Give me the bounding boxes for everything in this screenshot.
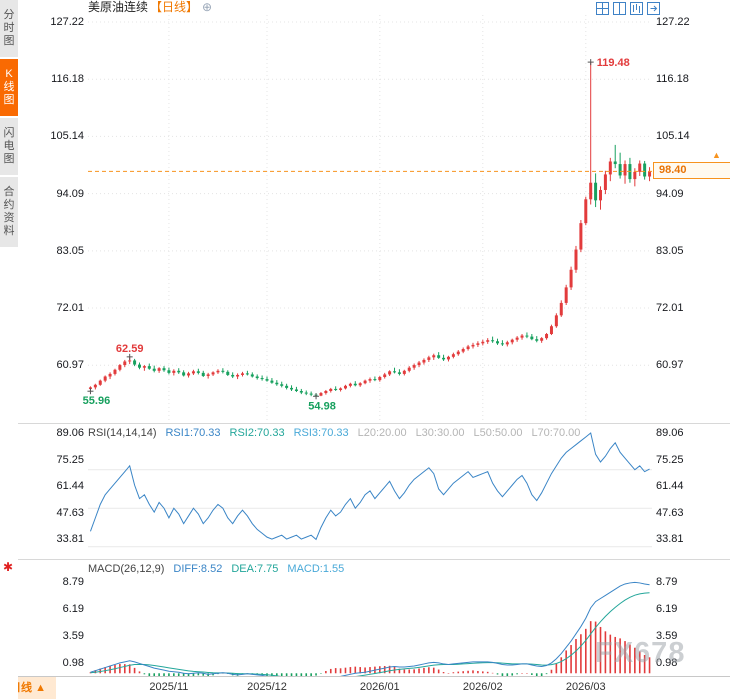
last-price-tag: 98.40 [653, 162, 730, 180]
sidebar-tab-timeshare[interactable]: 分时图 [0, 0, 18, 57]
axis-label: 3.59 [656, 630, 678, 642]
time-axis: 日线 ▲ 2025/11 2025/12 2026/01 2026/02 2026/03 [0, 676, 730, 699]
time-axis-label: 2025/11 [149, 681, 189, 693]
axis-label: 89.06 [56, 427, 84, 439]
period-selector-arrow-icon: ▲ [35, 682, 46, 694]
period-label: 【日线】 [150, 0, 199, 14]
diff-line [90, 581, 650, 676]
sidebar: 分时图 K线图 闪电图 合约资料 ✱ [0, 0, 18, 699]
axis-label: 83.05 [56, 244, 84, 257]
axis-label: 3.59 [62, 630, 84, 642]
axis-label: 8.79 [656, 576, 678, 588]
axis-label: 89.06 [656, 427, 684, 439]
axis-label: 61.44 [56, 480, 84, 493]
dea-line [90, 592, 650, 676]
axis-label: 0.98 [62, 657, 84, 670]
rsi1-value: RSI1:70.33 [165, 427, 221, 439]
rsi-header[interactable]: RSI(14,14,14) RSI1:70.33 RSI2:70.33 RSI3… [88, 426, 580, 440]
macd-diff-value: DIFF:8.52 [173, 563, 223, 575]
rsi3-value: RSI3:70.33 [293, 427, 349, 439]
axis-label: 60.97 [656, 359, 684, 372]
layout-kline-icon[interactable] [630, 2, 643, 15]
layout-grid-icon[interactable] [596, 2, 609, 15]
sidebar-tab-kline[interactable]: K线图 [0, 59, 18, 116]
axis-label: 83.05 [656, 244, 684, 257]
time-axis-label: 2026/03 [565, 681, 606, 693]
annotations-layer: 119.48 62.59 55.96 54.98 [83, 57, 630, 412]
symbol-title: 美原油连续 [88, 0, 149, 14]
time-axis-label: 2025/12 [247, 681, 287, 693]
time-axis-label: 2026/02 [462, 681, 503, 693]
axis-label: 105.14 [50, 130, 84, 143]
layout-vsplit-icon[interactable] [613, 2, 626, 15]
sidebar-tab-lightning[interactable]: 闪电图 [0, 118, 18, 175]
axis-label: 33.81 [56, 533, 84, 546]
macd-dea-value: DEA:7.75 [231, 563, 279, 575]
rsi-params: RSI(14,14,14) [88, 427, 157, 439]
macd-header[interactable]: MACD(26,12,9) DIFF:8.52 DEA:7.75 MACD:1.… [88, 562, 344, 576]
layout-expand-icon[interactable] [647, 2, 660, 15]
axis-label: 6.19 [62, 603, 84, 615]
axis-label: 72.01 [56, 302, 84, 315]
axis-label: 127.22 [50, 16, 84, 28]
marker-tool-icon[interactable]: ✱ [3, 560, 14, 574]
svg-text:54.98: 54.98 [308, 400, 336, 412]
macd-params: MACD(26,12,9) [88, 563, 165, 575]
add-indicator-icon[interactable]: ⊕ [202, 0, 213, 14]
axis-label: 127.22 [656, 16, 690, 28]
layout-toolbar [596, 2, 660, 15]
rsi-line [89, 432, 650, 541]
axis-label: 72.01 [656, 302, 684, 315]
svg-text:119.48: 119.48 [597, 57, 630, 69]
macd-hist-value: MACD:1.55 [287, 563, 345, 575]
chart-plot[interactable]: 119.48 62.59 55.96 54.98 [0, 0, 730, 676]
svg-text:55.96: 55.96 [83, 395, 111, 407]
axis-label: 8.79 [62, 576, 84, 588]
rsi-l50-value: L50:50.00 [473, 427, 523, 439]
axis-label: 94.09 [56, 187, 84, 200]
sidebar-tab-contract-info[interactable]: 合约资料 [0, 177, 18, 247]
chart-header: 美原油连续 【日线】 ⊕ [88, 0, 212, 15]
candles-layer [88, 62, 652, 397]
latest-price-arrow-icon[interactable]: ▲ [712, 150, 721, 161]
axis-label: 116.18 [656, 73, 689, 86]
svg-text:62.59: 62.59 [116, 343, 144, 355]
axis-label: 6.19 [656, 603, 678, 615]
rsi-l20-value: L20:20.00 [357, 427, 407, 439]
axis-label: 75.25 [56, 453, 84, 466]
rsi-l70-value: L70:70.00 [531, 427, 581, 439]
axis-label: 0.98 [656, 657, 678, 670]
axis-label: 47.63 [656, 506, 684, 519]
axis-label: 116.18 [51, 73, 84, 86]
time-axis-label: 2026/01 [359, 681, 400, 693]
axis-label: 75.25 [656, 453, 684, 466]
axis-label: 94.09 [656, 187, 684, 200]
axis-label: 60.97 [56, 359, 84, 372]
axis-label: 47.63 [56, 506, 84, 519]
axis-label: 33.81 [656, 533, 684, 546]
grid-layer [0, 15, 730, 560]
axis-label: 105.14 [656, 130, 690, 143]
axis-label: 61.44 [656, 480, 684, 493]
rsi-l30-value: L30:30.00 [415, 427, 465, 439]
rsi2-value: RSI2:70.33 [229, 427, 285, 439]
macd-layer [89, 581, 651, 676]
